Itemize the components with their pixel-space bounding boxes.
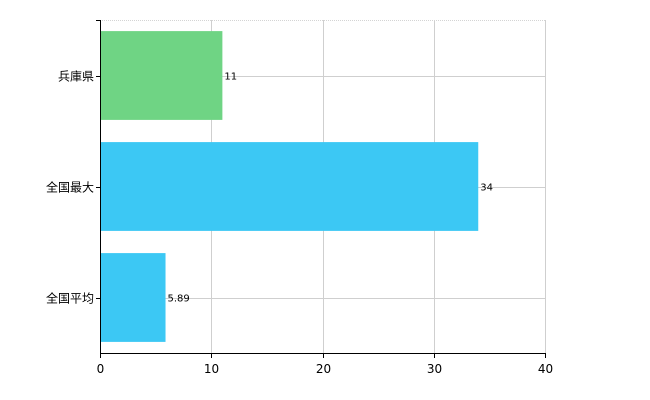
bar-value-label: 5.89 (168, 294, 190, 305)
x-tick-label: 30 (427, 362, 442, 376)
bars (101, 31, 479, 342)
x-tick-label: 40 (538, 362, 553, 376)
bar-0 (101, 31, 223, 120)
bar-2 (101, 253, 166, 342)
axes (96, 20, 546, 358)
x-tick-label: 0 (97, 362, 105, 376)
bar-value-label: 34 (480, 183, 493, 194)
category-label: 全国平均 (46, 291, 94, 306)
category-label: 全国最大 (46, 180, 94, 195)
bar-value-label: 11 (224, 72, 237, 83)
category-label: 兵庫県 (58, 70, 94, 84)
x-tick-label: 20 (316, 362, 331, 376)
bar-1 (101, 142, 479, 231)
x-tick-label: 10 (204, 362, 219, 376)
